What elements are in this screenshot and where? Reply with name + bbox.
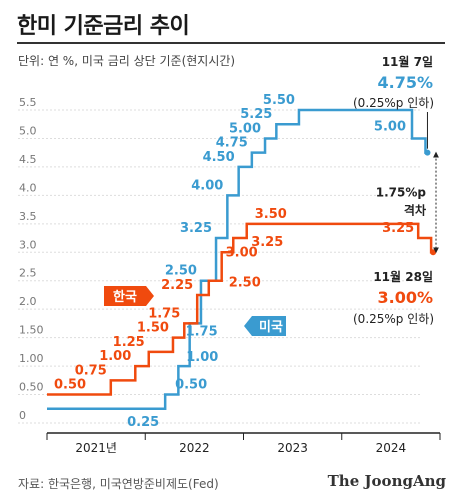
us-legend-tag [244,316,286,336]
gap-label: 격차 [404,202,426,217]
y-tick-label: 1.00 [19,352,44,365]
us-value-label: 2.50 [165,264,197,279]
chart-title: 한미 기준금리 추이 [17,14,190,39]
kr-value-label: 3.25 [382,221,414,236]
kr-value-label: 3.00 [226,245,258,260]
us-value-label: 4.00 [191,178,223,193]
us-value-label: 4.50 [203,150,235,165]
kr-legend-label: 한국 [113,289,137,305]
kr-value-label: 3.50 [255,207,287,222]
us-value-label: 0.50 [175,378,207,393]
unit-note: 단위: 연 %, 미국 금리 상단 기준(현지시간) [18,54,236,68]
kr-value-label: 2.25 [161,278,193,293]
kr-value-label: 1.75 [148,306,180,321]
us-value-label: 5.25 [240,107,272,122]
us-value-label: 0.25 [127,415,159,430]
us-value-label: 3.25 [180,221,212,236]
y-tick-label: 2.0 [19,295,37,308]
source-note: 자료: 한국은행, 미국연방준비제도(Fed) [18,477,219,491]
us-value-label: 4.75 [216,136,248,151]
kr-value-label: 0.50 [54,378,86,393]
y-tick-label: 0 [19,409,26,422]
gap-value: 1.75%p [376,185,427,199]
kr-value-label: 0.75 [75,363,107,378]
gap-backdrop [377,180,429,221]
us-value-label: 1.00 [186,350,218,365]
y-tick-label: 5.5 [19,96,37,109]
x-tick-label: 2024 [376,441,407,455]
y-tick-label: 1.50 [19,324,44,337]
y-tick-label: 5.0 [19,124,37,137]
y-tick-label: 4.5 [19,153,37,166]
us-rate-line [47,108,428,411]
title-divider [17,42,445,44]
kr-value-label: 1.00 [99,349,131,364]
us-latest-point [424,149,431,156]
us-latest-date: 11월 7일 [382,54,433,69]
us-value-label: 5.00 [229,121,261,136]
y-tick-label: 3.0 [19,238,37,251]
us-latest-note: (0.25%p 인하) [353,96,434,110]
kr-latest-value: 3.00% [377,288,433,307]
kr-latest-note: (0.25%p 인하) [353,312,434,326]
y-tick-label: 4.0 [19,181,37,194]
kr-latest-date: 11월 28일 [373,269,433,284]
us-value-label: 5.00 [374,119,406,134]
kr-value-label: 1.25 [113,335,145,350]
kr-value-label: 2.50 [229,276,261,291]
y-tick-label: 0.50 [19,381,44,394]
us-latest-value: 4.75% [377,73,433,92]
x-tick-label: 2023 [277,441,308,455]
x-tick-label: 2021년 [75,441,117,455]
us-value-label: 5.50 [263,93,295,108]
kr-value-label: 3.25 [251,235,283,250]
kr-legend-tag [104,286,154,306]
kr-value-label: 1.50 [137,321,169,336]
us-legend-label: 미국 [259,319,283,335]
kr-latest-point [430,249,437,256]
x-tick-label: 2022 [179,441,210,455]
y-tick-label: 2.5 [19,267,37,280]
us-value-label: 1.75 [186,324,218,339]
publisher-logo: The JoongAng [327,472,446,490]
y-tick-label: 3.5 [19,210,37,223]
kr-rate-line [47,222,434,396]
